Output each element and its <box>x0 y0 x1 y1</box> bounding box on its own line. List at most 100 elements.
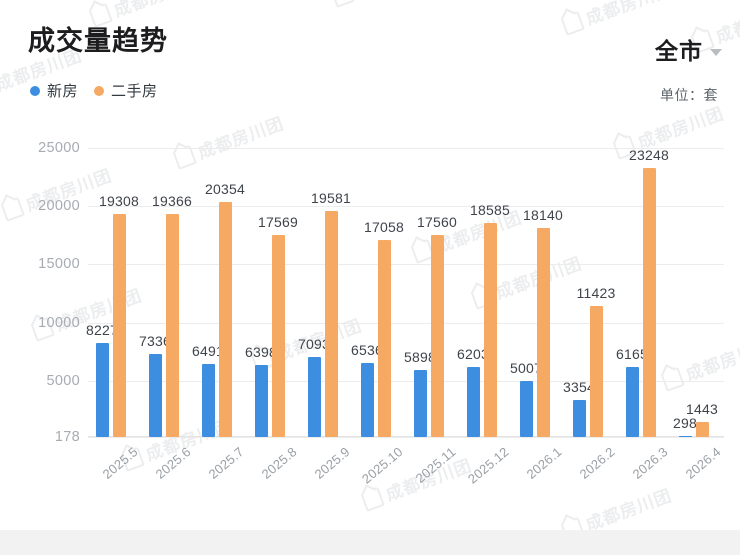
bar-value-label: 11423 <box>576 285 616 302</box>
x-axis-tick-label: 2025.8 <box>258 444 300 482</box>
bar-new-homes[interactable] <box>96 343 109 437</box>
bar-new-homes[interactable] <box>202 363 215 437</box>
x-axis-tick-label: 2025.7 <box>205 444 247 482</box>
page-title: 成交量趋势 <box>28 26 168 56</box>
x-axis-tick-label: 2026.3 <box>629 444 671 482</box>
bar-new-homes[interactable] <box>626 367 639 437</box>
bar-value-label: 18585 <box>470 201 510 218</box>
bar-value-label: 19581 <box>311 190 351 207</box>
y-axis-tick-label: 10000 <box>38 314 80 331</box>
bar-value-label: 19308 <box>99 193 139 210</box>
unit-label: 单位：套 <box>660 87 718 103</box>
bar-value-label: 8227 <box>86 322 118 339</box>
plot-area: 178 5000 10000 15000 20000 25000 8227 19308 202… <box>38 140 724 487</box>
bar-value-label: 7093 <box>298 335 330 352</box>
y-axis-tick-label: 5000 <box>46 372 80 389</box>
region-selector[interactable]: 全市 <box>655 32 722 66</box>
gridline <box>88 437 724 438</box>
y-axis-tick-label: 178 <box>54 429 80 445</box>
bar-second-hand-homes[interactable] <box>166 213 179 437</box>
bar-group[interactable]: 5007 18140 2026.1 <box>510 148 565 482</box>
bar-value-label: 23248 <box>629 147 669 164</box>
x-axis-tick-label: 2026.4 <box>682 444 724 482</box>
bar-second-hand-homes[interactable] <box>590 306 603 437</box>
bar-group[interactable]: 6398 17569 2025.8 <box>245 148 300 482</box>
card-header: 成交量趋势 全市 新房 二手房 单位：套 <box>0 0 740 120</box>
region-selector-label: 全市 <box>655 38 703 64</box>
bar-second-hand-homes[interactable] <box>325 211 338 437</box>
bar-value-label: 5898 <box>404 349 436 366</box>
x-axis-tick-label: 2025.12 <box>464 444 512 487</box>
chart-legend: 新房 二手房 <box>30 80 158 101</box>
bar-second-hand-homes[interactable] <box>696 422 709 437</box>
bar-second-hand-homes[interactable] <box>643 168 656 437</box>
bar-group[interactable]: 6165 23248 2026.3 <box>616 147 671 481</box>
bar-value-label: 6491 <box>192 342 224 359</box>
bar-second-hand-homes[interactable] <box>537 227 550 437</box>
bar-value-label: 20354 <box>205 181 245 198</box>
bar-value-label: 5007 <box>510 359 542 376</box>
legend-item-second-hand-homes[interactable]: 二手房 <box>94 80 158 101</box>
bar-second-hand-homes[interactable] <box>484 222 497 437</box>
bar-value-label: 6398 <box>245 343 277 360</box>
x-axis-tick-label: 2025.5 <box>99 444 141 482</box>
legend-item-new-homes[interactable]: 新房 <box>30 80 78 101</box>
gridline <box>88 322 724 324</box>
bar-value-label: 1443 <box>686 401 718 418</box>
bar-group[interactable]: 6491 20354 2025.7 <box>192 148 247 482</box>
bar-second-hand-homes[interactable] <box>219 202 232 437</box>
gridline <box>88 148 724 149</box>
gridline <box>88 264 724 266</box>
legend-dot-icon <box>30 85 40 96</box>
bar-new-homes[interactable] <box>573 400 586 437</box>
gridline <box>88 380 724 382</box>
bar-new-homes[interactable] <box>467 366 480 437</box>
bar-value-label: 6165 <box>616 346 648 363</box>
bar-group[interactable]: 7336 19366 2025.6 <box>139 148 194 482</box>
bar-value-label: 19366 <box>152 192 192 209</box>
x-axis-tick-label: 2025.6 <box>152 444 194 482</box>
bar-group[interactable]: 7093 19581 2025.9 <box>298 148 353 482</box>
bar-group[interactable]: 6203 18585 2025.12 <box>457 148 512 487</box>
gridline <box>88 206 724 208</box>
y-axis: 178 5000 10000 15000 20000 25000 <box>38 140 724 445</box>
x-axis-baseline <box>88 436 724 437</box>
legend-label: 新房 <box>47 83 79 100</box>
bar-chart: 178 5000 10000 15000 20000 25000 8227 19308 202… <box>38 140 724 487</box>
bar-value-label: 17569 <box>258 213 298 230</box>
x-axis-tick-label: 2026.1 <box>523 444 565 482</box>
chart-card: 成交量趋势 全市 新房 二手房 单位：套 178 5000 10000 15000 200… <box>0 0 740 487</box>
bar-new-homes[interactable] <box>679 435 692 437</box>
bar-second-hand-homes[interactable] <box>272 234 285 437</box>
bar-value-label: 17058 <box>364 219 404 236</box>
bar-new-homes[interactable] <box>308 356 321 437</box>
legend-dot-icon <box>94 85 105 96</box>
bar-group[interactable]: 8227 19308 2025.5 <box>86 148 141 482</box>
bar-value-label: 298 <box>673 414 697 431</box>
x-axis-tick-label: 2026.2 <box>576 444 618 482</box>
bar-group[interactable]: 3354 11423 2026.2 <box>563 148 618 482</box>
x-axis-tick-label: 2025.11 <box>412 444 459 486</box>
bar-new-homes[interactable] <box>361 362 374 437</box>
bar-new-homes[interactable] <box>149 353 162 437</box>
bar-new-homes[interactable] <box>255 364 268 437</box>
bar-second-hand-homes[interactable] <box>113 214 126 437</box>
chevron-down-icon <box>710 48 722 56</box>
x-axis-tick-label: 2025.9 <box>311 444 353 482</box>
bar-second-hand-homes[interactable] <box>431 234 444 437</box>
bar-group[interactable]: 298 1443 2026.4 <box>671 148 724 482</box>
bar-group[interactable]: 6536 17058 2025.10 <box>351 148 406 486</box>
bar-value-label: 7336 <box>139 332 171 349</box>
bar-value-label: 17560 <box>417 213 457 230</box>
y-axis-tick-label: 15000 <box>38 256 80 273</box>
bar-value-label: 6203 <box>457 345 489 362</box>
bar-group[interactable]: 5898 17560 2025.11 <box>404 148 459 486</box>
bottom-strip <box>0 530 740 555</box>
bar-second-hand-homes[interactable] <box>378 240 391 437</box>
y-axis-tick-label: 25000 <box>38 140 80 156</box>
bar-value-label: 18140 <box>523 206 563 223</box>
bar-new-homes[interactable] <box>520 380 533 437</box>
bar-value-label: 3354 <box>563 379 595 396</box>
bar-new-homes[interactable] <box>414 370 427 437</box>
legend-label: 二手房 <box>111 83 158 100</box>
